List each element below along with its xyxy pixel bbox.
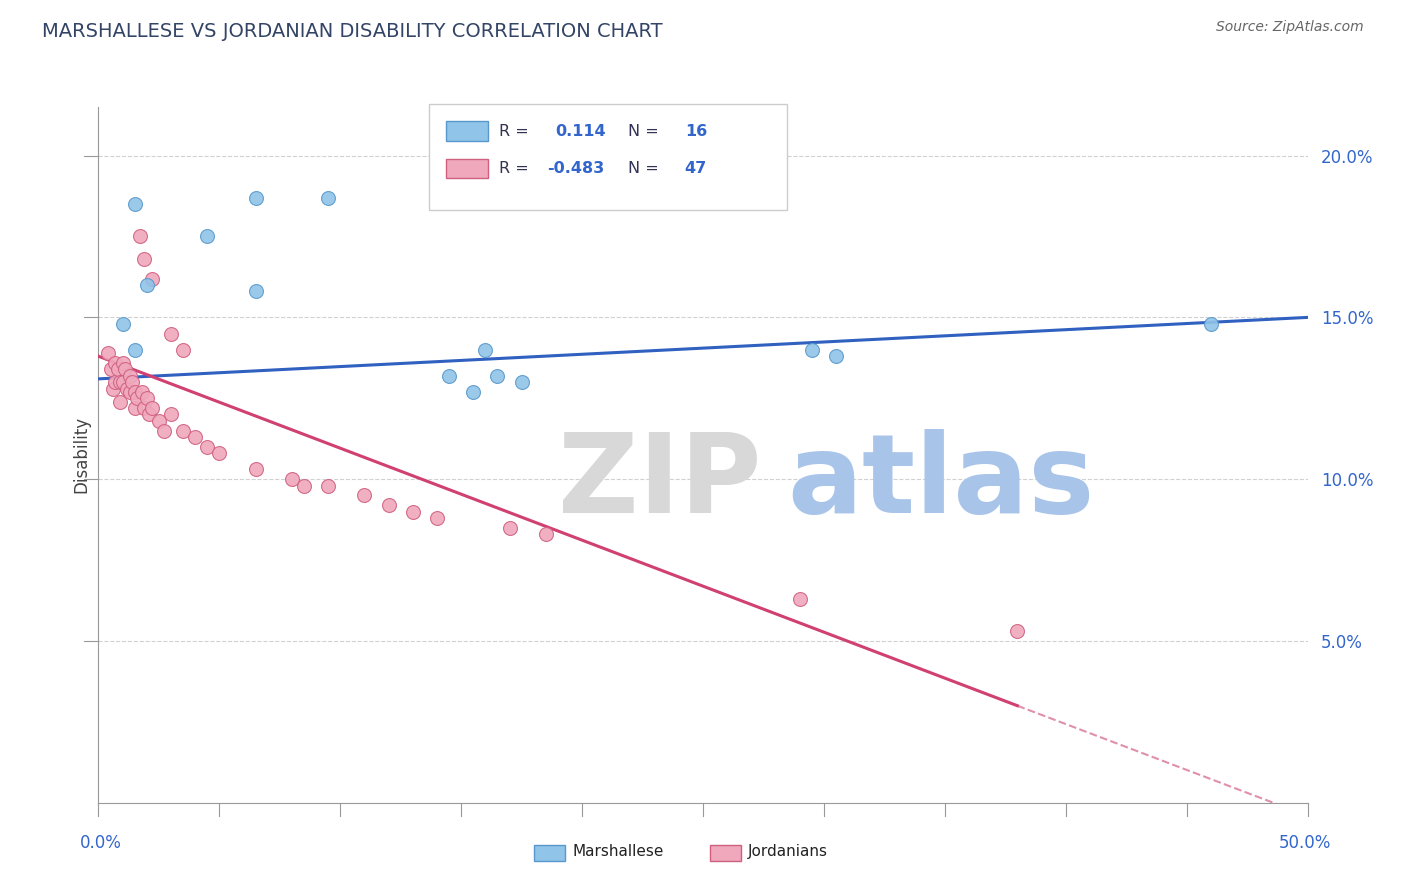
Point [789, 591, 811, 606]
Point [245, 285, 267, 299]
Point [281, 472, 304, 486]
Point [152, 424, 174, 438]
Point [292, 478, 315, 492]
Point [825, 349, 848, 363]
Text: N =: N = [628, 161, 659, 176]
Point [377, 498, 399, 512]
Point [160, 326, 183, 341]
Point [148, 414, 170, 428]
Point [138, 408, 160, 422]
Point [426, 511, 449, 525]
Point [800, 343, 823, 357]
Point [208, 446, 231, 460]
Point [117, 382, 139, 396]
Point [402, 504, 425, 518]
Text: 0.0%: 0.0% [80, 834, 122, 852]
Point [134, 401, 156, 415]
Text: R =: R = [499, 161, 529, 176]
Text: Marshallese: Marshallese [572, 845, 664, 859]
Point [134, 252, 156, 267]
Point [195, 440, 218, 454]
Text: 0.114: 0.114 [555, 124, 606, 138]
Text: MARSHALLESE VS JORDANIAN DISABILITY CORRELATION CHART: MARSHALLESE VS JORDANIAN DISABILITY CORR… [42, 22, 662, 41]
Point [124, 197, 146, 211]
Point [121, 375, 143, 389]
Point [437, 368, 460, 383]
Point [131, 384, 153, 399]
Point [104, 375, 127, 389]
Point [108, 394, 131, 409]
Text: 16: 16 [685, 124, 707, 138]
Point [135, 392, 157, 406]
Text: R =: R = [499, 124, 529, 138]
Point [172, 343, 194, 357]
Point [124, 401, 146, 415]
Text: Jordanians: Jordanians [748, 845, 828, 859]
Point [1199, 317, 1222, 331]
Point [101, 382, 124, 396]
Point [141, 271, 163, 285]
Point [1007, 624, 1029, 639]
Point [184, 430, 207, 444]
Text: N =: N = [628, 124, 659, 138]
Point [127, 392, 149, 406]
Text: -0.483: -0.483 [547, 161, 605, 176]
Point [111, 317, 134, 331]
Point [111, 375, 134, 389]
Point [114, 362, 136, 376]
Text: 47: 47 [685, 161, 707, 176]
Point [486, 368, 509, 383]
Point [316, 191, 339, 205]
Text: atlas: atlas [787, 429, 1095, 536]
Point [118, 384, 141, 399]
Point [353, 488, 375, 502]
Point [160, 408, 183, 422]
Point [111, 356, 134, 370]
Text: Source: ZipAtlas.com: Source: ZipAtlas.com [1216, 20, 1364, 34]
Point [107, 362, 129, 376]
Point [135, 278, 157, 293]
Point [97, 346, 120, 360]
Point [245, 191, 267, 205]
Point [463, 384, 485, 399]
Point [195, 229, 218, 244]
Point [172, 424, 194, 438]
Text: ZIP: ZIP [558, 429, 761, 536]
Point [124, 343, 146, 357]
Point [534, 527, 557, 541]
Point [118, 368, 141, 383]
Point [128, 229, 150, 244]
Text: 50.0%: 50.0% [1278, 834, 1331, 852]
Point [316, 478, 339, 492]
Point [104, 356, 127, 370]
Point [245, 462, 267, 476]
Point [124, 384, 146, 399]
Point [100, 362, 122, 376]
Point [141, 401, 163, 415]
Point [474, 343, 496, 357]
Point [510, 375, 533, 389]
Y-axis label: Disability: Disability [72, 417, 90, 493]
Point [108, 375, 131, 389]
Point [498, 521, 520, 535]
